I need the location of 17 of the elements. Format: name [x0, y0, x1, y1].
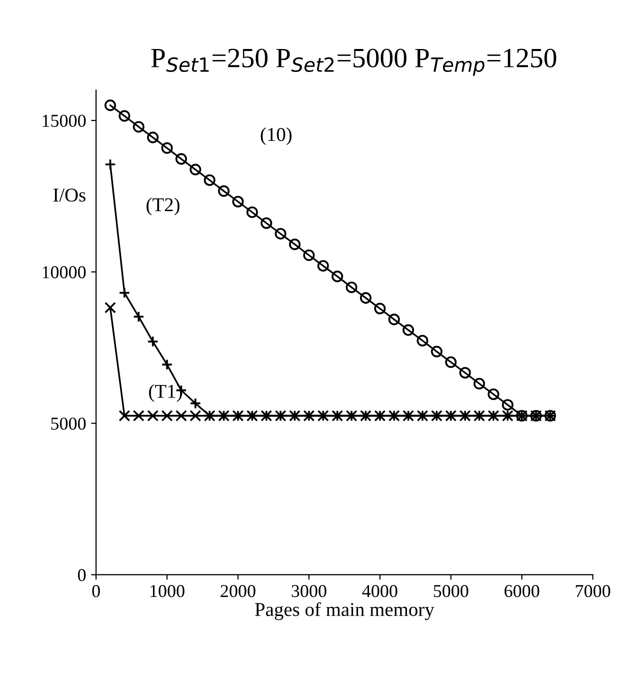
- annotation: (10): [260, 127, 292, 146]
- x-tick-label: 4000: [362, 584, 398, 598]
- x-tick-label: 5000: [434, 584, 468, 598]
- x-tick-label: 0: [92, 584, 100, 598]
- chart-title: P$_{Set1}$=250 P$_{Set2}$=5000 P$_{Temp}$=1250: [151, 48, 556, 76]
- y-tick-label: 0: [78, 569, 86, 582]
- x-tick-label: 2000: [220, 584, 256, 598]
- y-tick-label: 10000: [42, 266, 86, 278]
- y-tick-label: 5000: [51, 418, 86, 430]
- x-axis-title: Pages of main memory: [255, 602, 434, 620]
- annotation: (T2): [146, 198, 180, 216]
- x-tick-label: 1000: [150, 584, 184, 598]
- x-tick-label: 7000: [576, 584, 610, 598]
- x-tick-label: 3000: [292, 584, 326, 598]
- y-tick-label: 15000: [42, 114, 86, 127]
- y-axis-title: I/Os: [53, 188, 86, 202]
- x-tick-label: 6000: [504, 584, 540, 598]
